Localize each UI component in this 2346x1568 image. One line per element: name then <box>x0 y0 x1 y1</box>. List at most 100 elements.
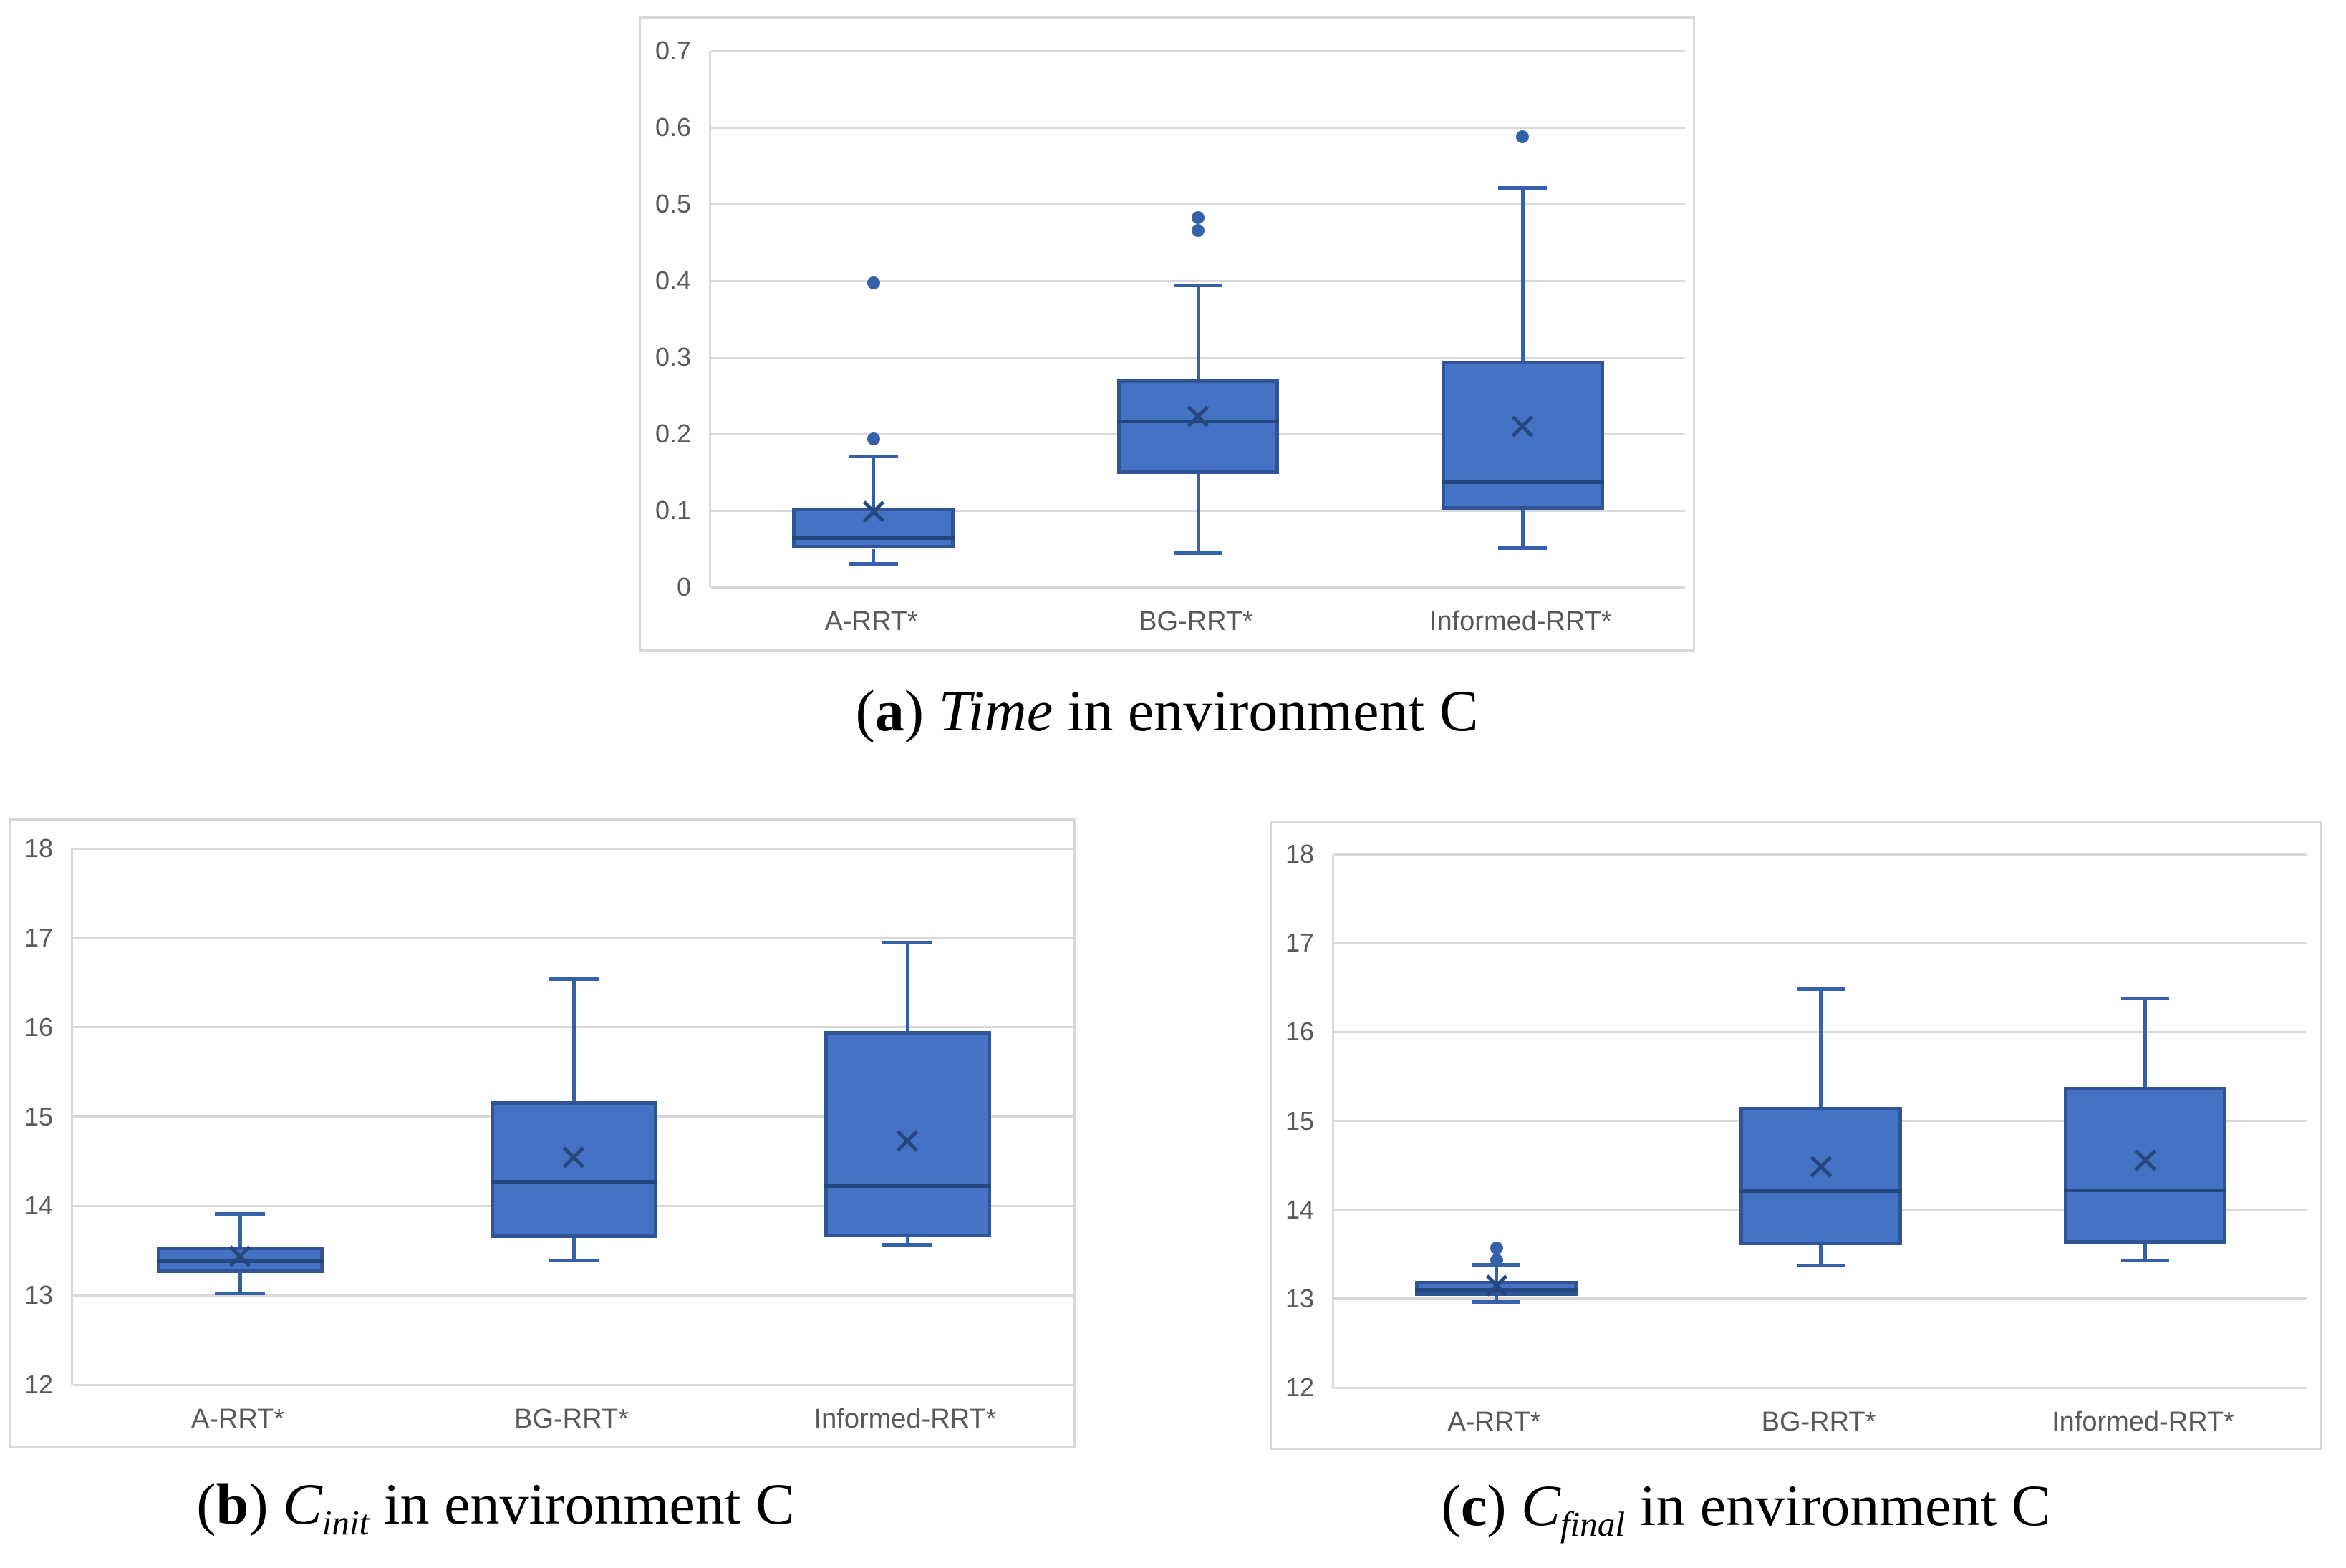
category-label: Informed-RRT* <box>1429 606 1612 637</box>
mean-marker <box>1511 415 1534 438</box>
mean-marker <box>862 500 885 523</box>
caption-c-term-subscript: final <box>1560 1504 1625 1544</box>
mean-marker <box>562 1146 585 1169</box>
whisker-upper-stem <box>1196 285 1200 380</box>
median-line <box>2064 1188 2226 1192</box>
caption-a-paren-close: ) <box>904 678 939 743</box>
whisker-lower-stem <box>905 1237 909 1244</box>
y-tick-label: 12 <box>1285 1373 1314 1402</box>
whisker-upper-stem <box>1819 989 1823 1107</box>
plot-area <box>709 49 1685 589</box>
whisker-cap-top <box>549 977 599 981</box>
caption-c-paren-close: ) <box>1487 1473 1522 1538</box>
y-tick-label: 18 <box>1285 839 1314 868</box>
y-tick-label: 0.4 <box>655 266 691 295</box>
y-tick-label: 0 <box>676 572 691 601</box>
outlier-dot <box>1490 1242 1503 1255</box>
boxplot-c-cfinal: 12 13 14 15 16 17 18 A-RRT* BG-RRT* Informed-RRT* <box>1270 821 2322 1450</box>
category-label: BG-RRT* <box>1761 1407 1876 1437</box>
mean-marker <box>1485 1274 1508 1297</box>
whisker-cap-top <box>2120 996 2170 1000</box>
gridline <box>711 586 1685 589</box>
median-line <box>824 1184 991 1189</box>
median-line <box>490 1180 657 1184</box>
caption-b-term-subscript: init <box>322 1502 370 1542</box>
y-tick-label: 17 <box>1285 928 1314 958</box>
caption-a-rest: in environment C <box>1053 678 1479 743</box>
iqr-box <box>1116 379 1280 474</box>
median-line <box>1442 480 1604 484</box>
outlier-dot <box>1192 211 1205 225</box>
category-label: Informed-RRT* <box>814 1404 997 1434</box>
gridline <box>1334 1386 2307 1389</box>
category-label: BG-RRT* <box>514 1404 629 1434</box>
whisker-cap-bottom <box>215 1292 265 1296</box>
mean-marker <box>2134 1149 2157 1172</box>
caption-a-paren-open: ( <box>855 678 875 743</box>
whisker-lower-stem <box>1520 509 1525 548</box>
gridline <box>711 126 1685 129</box>
caption-a-term: Time <box>938 678 1053 743</box>
mean-marker <box>1810 1156 1833 1179</box>
category-label: A-RRT* <box>824 606 918 637</box>
whisker-upper-stem <box>238 1214 242 1247</box>
caption-b-paren-open: ( <box>196 1471 216 1536</box>
gridline <box>73 937 1074 939</box>
whisker-upper-stem <box>571 979 576 1102</box>
whisker-lower-stem <box>1196 473 1200 553</box>
boxplot-a-time: 0 0.1 0.2 0.3 0.4 0.5 0.6 0.7 A-RRT* BG-RRT* Infor… <box>639 16 1695 652</box>
y-tick-label: 0.1 <box>655 495 691 525</box>
gridline <box>73 847 1074 850</box>
median-line <box>1739 1189 1902 1194</box>
y-tick-label: 13 <box>1285 1283 1314 1313</box>
whisker-cap-top <box>882 940 932 944</box>
whisker-lower-stem <box>872 548 876 564</box>
whisker-lower-stem <box>2143 1243 2147 1261</box>
whisker-lower-stem <box>1819 1245 1823 1266</box>
caption-b: (b) Cinit in environment C <box>9 1468 983 1544</box>
caption-a: (a) Time in environment C <box>639 674 1695 748</box>
gridline <box>1334 942 2307 944</box>
outlier-dot <box>867 432 880 446</box>
mean-marker <box>228 1245 251 1268</box>
y-tick-label: 16 <box>24 1012 53 1042</box>
whisker-upper-stem <box>1520 188 1525 362</box>
caption-b-term-main: C <box>283 1471 322 1536</box>
caption-b-rest: in environment C <box>369 1471 795 1536</box>
whisker-cap-bottom <box>549 1258 599 1262</box>
y-tick-label: 13 <box>24 1280 53 1310</box>
y-tick-label: 15 <box>24 1101 53 1131</box>
plot-area <box>71 847 1074 1386</box>
y-tick-label: 15 <box>1285 1105 1314 1136</box>
y-tick-label: 0.2 <box>655 419 691 448</box>
category-label: A-RRT* <box>190 1404 285 1434</box>
y-tick-label: 14 <box>24 1191 53 1221</box>
whisker-upper-stem <box>905 942 909 1031</box>
whisker-cap-bottom <box>1796 1264 1845 1268</box>
y-tick-label: 18 <box>24 833 53 863</box>
caption-b-paren-close: ) <box>248 1471 283 1536</box>
outlier-dot <box>1192 224 1205 238</box>
y-tick-label: 17 <box>24 922 53 952</box>
gridline <box>711 203 1685 205</box>
outlier-dot <box>867 276 880 290</box>
whisker-lower-stem <box>1495 1296 1498 1302</box>
caption-c: (c) Cfinal in environment C <box>1270 1469 2222 1546</box>
outlier-dot <box>1490 1254 1503 1267</box>
y-tick-label: 16 <box>1285 1017 1314 1047</box>
whisker-lower-stem <box>571 1238 576 1261</box>
gridline <box>1334 853 2307 856</box>
whisker-upper-stem <box>1495 1264 1498 1281</box>
iqr-box <box>824 1030 991 1238</box>
category-label: BG-RRT* <box>1139 606 1253 637</box>
whisker-cap-bottom <box>849 562 898 566</box>
y-tick-label: 14 <box>1285 1194 1314 1224</box>
whisker-cap-top <box>215 1212 265 1216</box>
mean-marker <box>1187 405 1210 428</box>
plot-area <box>1332 853 2307 1389</box>
gridline <box>711 279 1685 282</box>
iqr-box <box>490 1101 657 1239</box>
median-line <box>792 536 955 541</box>
y-tick-label: 12 <box>24 1370 53 1399</box>
